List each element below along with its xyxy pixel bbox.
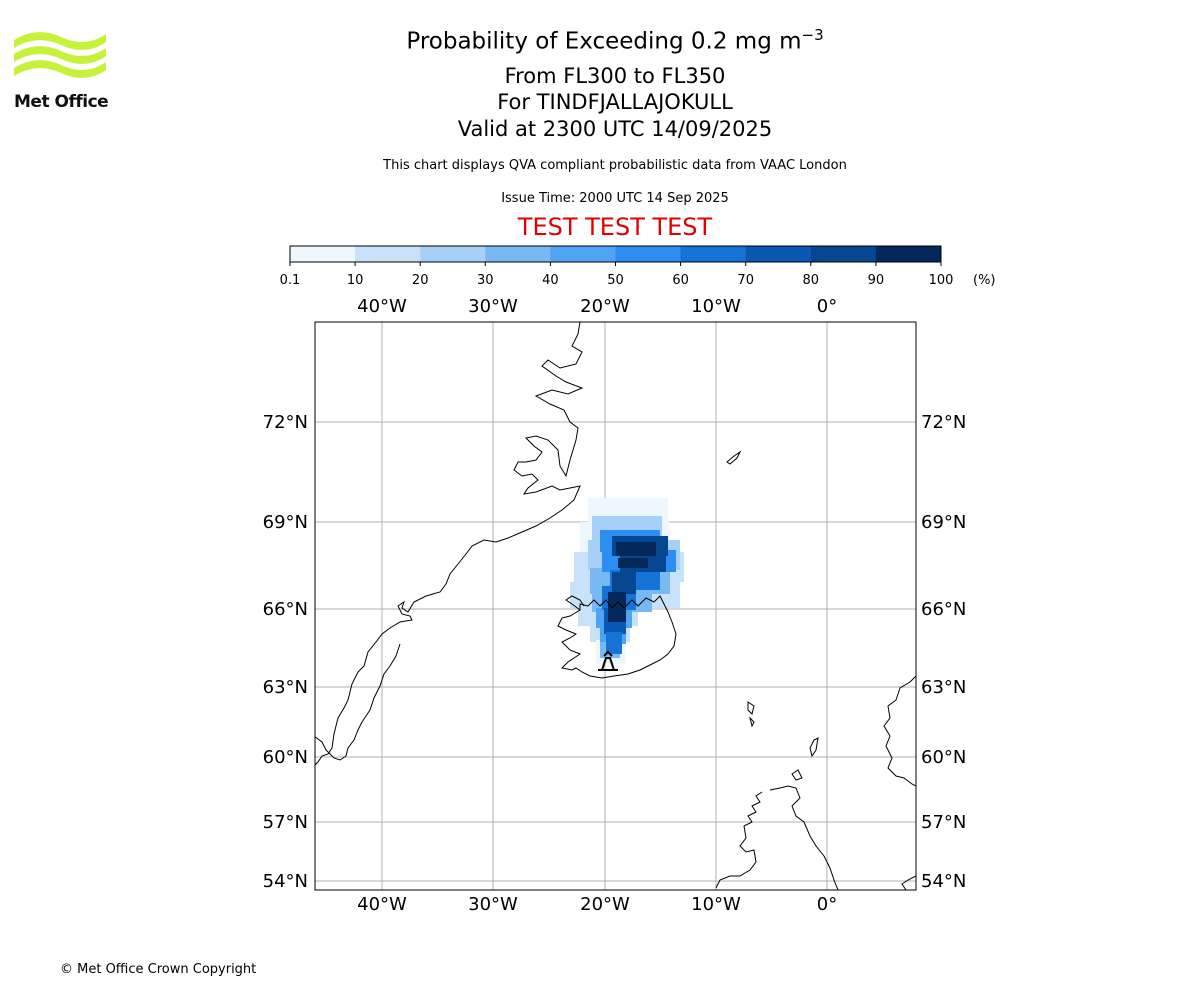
colorbar-tick-label: 20 (412, 273, 429, 288)
longitude-label: 30°W (468, 894, 518, 915)
plume-cell (606, 632, 622, 654)
shetland-islands (809, 737, 819, 758)
latitude-label: 69°N (921, 512, 966, 533)
orkney-islands (791, 769, 803, 781)
map-panel: 40°W 40°W 30°W 30°W 20°W 20°W 10°W 10°W 0° 0° 72°… (263, 296, 967, 915)
colorbar-segment (615, 246, 682, 262)
colorbar-tick-label: 90 (868, 273, 885, 288)
longitude-label: 20°W (580, 296, 630, 317)
map-frame (314, 321, 917, 891)
issue-time: Issue Time: 2000 UTC 14 Sep 2025 (501, 191, 729, 206)
colorbar-segment (290, 246, 356, 262)
latitude-label: 66°N (263, 599, 308, 620)
met-office-logo: Met Office (14, 30, 109, 112)
faroe-islands (747, 701, 755, 728)
latitude-label: 63°N (921, 677, 966, 698)
colorbar-segment (875, 246, 942, 262)
longitude-label: 40°W (357, 296, 407, 317)
probability-colorbar: 0.1 10 20 30 40 50 60 70 80 90 100 (%) (280, 245, 996, 288)
iceland-coast (557, 595, 677, 679)
plume-cell (612, 572, 636, 594)
latitude-label: 54°N (263, 871, 308, 892)
colorbar-tick-label: 0.1 (280, 273, 300, 288)
flight-level-range: From FL300 to FL350 (504, 64, 726, 88)
copyright-notice: © Met Office Crown Copyright (60, 962, 257, 977)
colorbar-tick-label: 40 (542, 273, 559, 288)
latitude-label: 72°N (921, 412, 966, 433)
latitude-label: 66°N (921, 599, 966, 620)
volcano-title: For TINDFJALLAJOKULL (497, 90, 733, 114)
norway-coast (883, 675, 916, 787)
colorbar-tick-label: 50 (607, 273, 624, 288)
coastlines (315, 322, 916, 890)
colorbar-tick-label: 60 (672, 273, 689, 288)
greenland-coast-south (315, 643, 401, 761)
longitude-label: 0° (817, 296, 837, 317)
colorbar-tick-label: 100 (929, 273, 954, 288)
latitude-label: 54°N (921, 871, 966, 892)
latitude-labels: 72°N 72°N 69°N 69°N 66°N 66°N 63°N 63°N 60°N 60°N… (263, 412, 967, 892)
colorbar-segment (420, 246, 486, 262)
chart-subtitle: This chart displays QVA compliant probab… (383, 158, 847, 173)
latitude-label: 72°N (263, 412, 308, 433)
valid-time: Valid at 2300 UTC 14/09/2025 (457, 117, 773, 141)
latitude-label: 63°N (263, 677, 308, 698)
iceland-westfjords (565, 595, 585, 611)
longitude-label: 10°W (691, 296, 741, 317)
chart-title: Probability of Exceeding 0.2 mg m−3 (406, 26, 824, 55)
probability-plume (570, 498, 684, 664)
colorbar-segment (680, 246, 747, 262)
longitude-label: 10°W (691, 894, 741, 915)
volcano-marker (598, 650, 618, 671)
longitude-label: 40°W (357, 894, 407, 915)
colorbar-tick-label: 80 (803, 273, 820, 288)
latitude-label: 60°N (921, 747, 966, 768)
colorbar-segment (550, 246, 616, 262)
colorbar-tick-label: 30 (477, 273, 494, 288)
colorbar-segment (745, 246, 812, 262)
longitude-labels: 40°W 40°W 30°W 30°W 20°W 20°W 10°W 10°W 0° 0° (357, 296, 837, 915)
scotland-coast (715, 785, 839, 890)
colorbar-segment (355, 246, 421, 262)
plume-cell (616, 542, 656, 556)
latitude-label: 57°N (921, 812, 966, 833)
colorbar-segment (485, 246, 551, 262)
colorbar-unit: (%) (973, 273, 996, 288)
jan-mayen-island (726, 450, 742, 465)
colorbar-segment (810, 246, 877, 262)
met-office-wave-icon (14, 32, 106, 78)
denmark-coast (901, 875, 916, 890)
colorbar-tick-label: 10 (347, 273, 364, 288)
logo-text: Met Office (14, 92, 109, 112)
plume-cell (618, 558, 648, 568)
colorbar-tick-label: 70 (737, 273, 754, 288)
longitude-label: 20°W (580, 894, 630, 915)
plume-cell (608, 592, 626, 622)
latitude-label: 60°N (263, 747, 308, 768)
latitude-label: 57°N (263, 812, 308, 833)
longitude-label: 0° (817, 894, 837, 915)
test-banner: TEST TEST TEST (517, 213, 713, 241)
latitude-label: 69°N (263, 512, 308, 533)
greenland-coast (315, 322, 584, 766)
longitude-label: 30°W (468, 296, 518, 317)
